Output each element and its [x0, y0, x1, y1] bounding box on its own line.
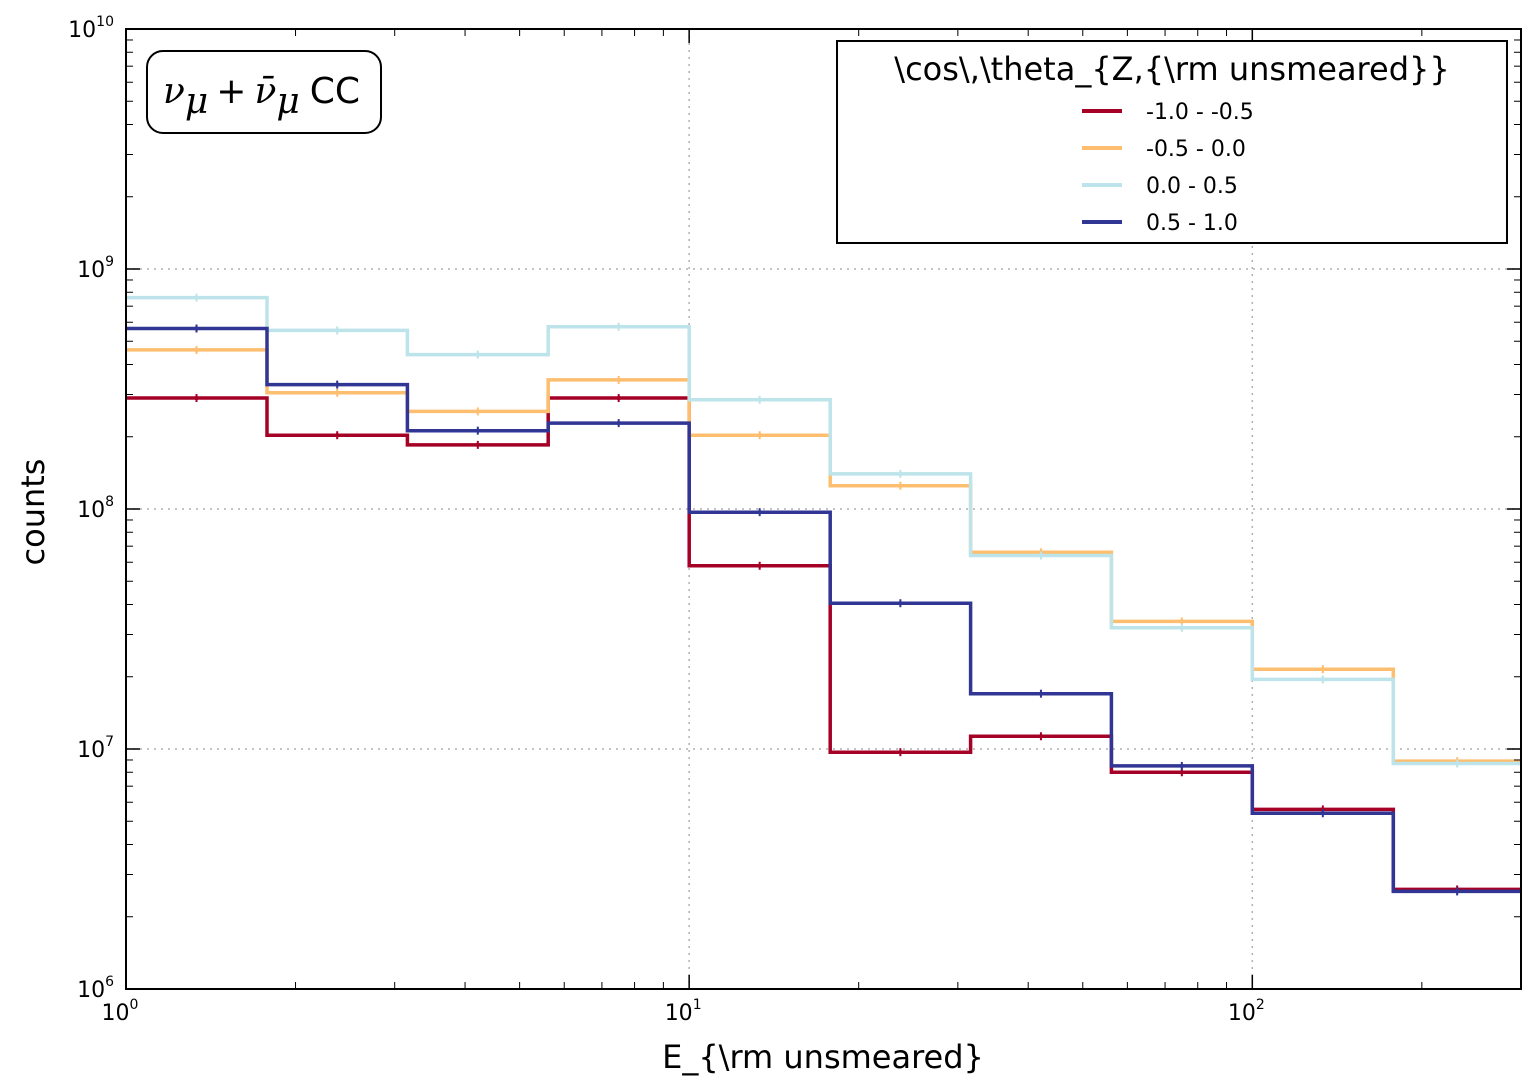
- bin-point: [1038, 734, 1044, 739]
- y-tick-label: 1010: [68, 14, 114, 43]
- bin-point: [898, 601, 903, 606]
- legend-frame: [836, 40, 1508, 244]
- y-tick-label: 107: [77, 734, 114, 763]
- bin-point: [194, 326, 199, 331]
- annotation-sub-mu: μ: [185, 81, 208, 122]
- y-tick-label: 108: [77, 494, 114, 523]
- bin-point: [335, 390, 340, 395]
- bin-point: [616, 420, 621, 426]
- bin-point: [194, 395, 199, 401]
- bin-point: [335, 328, 340, 333]
- bin-point: [475, 352, 481, 357]
- bin-point: [1320, 677, 1326, 682]
- bin-point: [757, 509, 762, 515]
- bin-point: [1320, 811, 1326, 816]
- x-axis-label: E_{\rm unsmeared}: [662, 1038, 984, 1076]
- series-step-3: [126, 295, 1521, 766]
- bin-point: [1179, 770, 1185, 775]
- series-step-4: [126, 326, 1521, 894]
- bin-point: [335, 382, 340, 387]
- legend-entry-label: -1.0 - -0.5: [1146, 100, 1254, 125]
- bin-point: [898, 749, 903, 755]
- x-tick-label: 101: [665, 997, 702, 1026]
- bin-point: [1038, 553, 1044, 558]
- annotation-plus: +: [216, 71, 246, 112]
- bin-point: [1179, 763, 1185, 769]
- bin-point: [194, 295, 199, 300]
- x-tick-label: 100: [102, 997, 139, 1026]
- plot-series: [126, 293, 1521, 896]
- bin-point: [475, 428, 481, 433]
- y-tick-label: 106: [77, 974, 114, 1003]
- bin-point: [194, 347, 199, 353]
- bin-point: [1454, 889, 1460, 894]
- bin-point: [475, 442, 481, 448]
- annotation-nubar: ν̄: [254, 71, 276, 112]
- bin-point: [616, 395, 621, 401]
- legend-entry-label: -0.5 - 0.0: [1146, 137, 1246, 162]
- legend-entry-label: 0.0 - 0.5: [1146, 174, 1238, 199]
- bin-point: [757, 563, 762, 568]
- bin-point: [1454, 761, 1460, 766]
- bin-point: [757, 433, 762, 438]
- bin-point: [616, 324, 621, 329]
- series-step-1: [126, 396, 1521, 892]
- series-step-2: [126, 348, 1521, 763]
- annotation-box: νμ + ν̄μ CC: [146, 50, 382, 134]
- bin-point: [1179, 619, 1185, 624]
- grid-lines: [126, 29, 1521, 989]
- y-axis-label: counts: [14, 459, 52, 566]
- bin-point: [898, 483, 903, 488]
- bin-point: [1179, 625, 1185, 630]
- legend-entry-label: 0.5 - 1.0: [1146, 211, 1238, 236]
- bin-point: [335, 433, 340, 438]
- axis-ticks: 100 101 102 106 107 108 109 1010: [68, 14, 1522, 1026]
- svg-text:νμ+ν̄μCC: νμ + ν̄μ CC: [163, 71, 360, 122]
- legend-title: \cos\,\theta_{Z,{\rm unsmeared}}: [894, 50, 1449, 88]
- annotation-nu: ν: [163, 71, 185, 112]
- bin-point: [475, 409, 481, 414]
- annotation-suffix: CC: [310, 71, 360, 112]
- x-tick-label: 102: [1228, 997, 1265, 1026]
- y-tick-label: 109: [77, 254, 114, 283]
- bin-point: [1038, 691, 1044, 696]
- annotation-sub-mu-2: μ: [276, 81, 299, 122]
- bin-point: [1320, 667, 1326, 672]
- legend: \cos\,\theta_{Z,{\rm unsmeared}} -1.0 - …: [836, 40, 1508, 244]
- bin-point: [757, 397, 762, 403]
- bin-point: [898, 471, 903, 477]
- bin-point: [616, 377, 621, 383]
